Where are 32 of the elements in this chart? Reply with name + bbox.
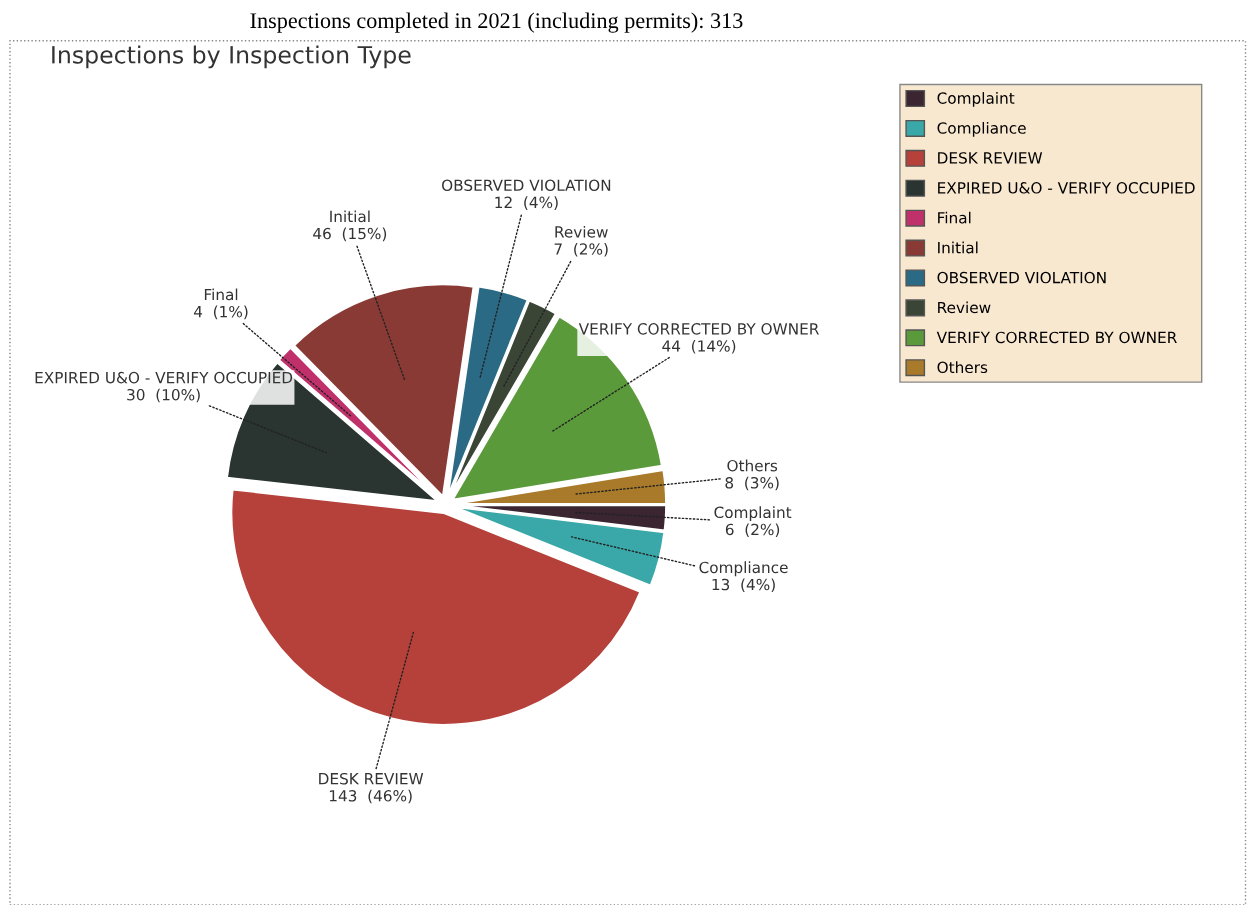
text: Inspections completed in 2021 (including permits): 313 [250, 12, 743, 33]
data-label: 44 (14%) [662, 339, 736, 354]
slice-label: Final [204, 288, 238, 301]
data-label: 8 (3%) [725, 476, 779, 491]
slice-label: Compliance [699, 561, 788, 577]
legend-label: OBSERVED VIOLATION [937, 271, 1106, 284]
slice-label: OBSERVED VIOLATION [442, 179, 611, 192]
legend-label: Others [937, 361, 988, 374]
legend-label: DESK REVIEW [938, 152, 1043, 164]
data-label: 30 (10%) [127, 388, 200, 403]
slice-label: Others [727, 459, 778, 472]
slice-label: VERIFY CORRECTED BY OWNER [578, 323, 819, 335]
legend-label: VERIFY CORRECTED BY OWNER [936, 331, 1177, 344]
data-label: 6 (2%) [725, 523, 780, 538]
legend-label: Compliance [937, 121, 1026, 137]
legend-label: Complaint [937, 92, 1015, 107]
legend-label: Initial [938, 241, 978, 254]
data-label: 7 (2%) [554, 243, 608, 257]
legend-label: Review [938, 301, 991, 314]
data-label: 143 (46%) [329, 789, 412, 804]
data-label: 13 (4%) [712, 578, 775, 593]
slice-label: DESK REVIEW [319, 772, 424, 785]
slice-label: Complaint [714, 506, 792, 522]
data-label: 46 (15%) [313, 227, 387, 242]
slice-label: EXPIRED U&O - VERIFY OCCUPIED [35, 371, 293, 384]
data-label: 12 (4%) [495, 196, 558, 210]
legend-label: EXPIRED U&O - VERIFY OCCUPIED [938, 182, 1195, 194]
chart-title: Inspections by Inspection Type [52, 45, 411, 69]
legend-label: Final [938, 211, 971, 224]
data-label: 4 (1%) [193, 305, 248, 320]
slice-label: Review [555, 225, 608, 238]
slice-label: Initial [330, 210, 370, 223]
